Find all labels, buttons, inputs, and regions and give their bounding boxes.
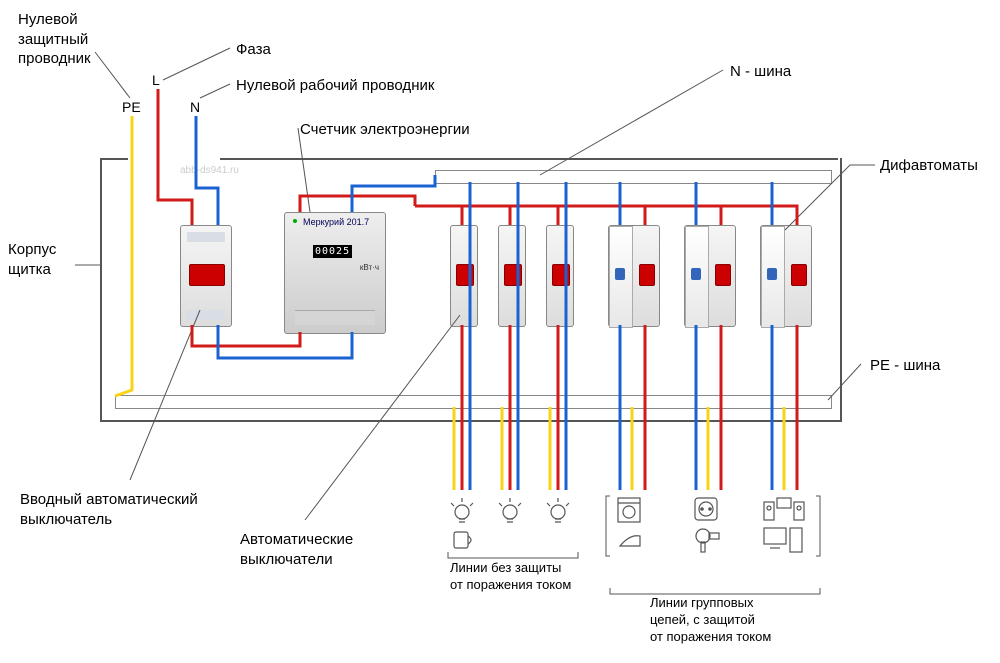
wiring-svg	[0, 0, 1000, 663]
